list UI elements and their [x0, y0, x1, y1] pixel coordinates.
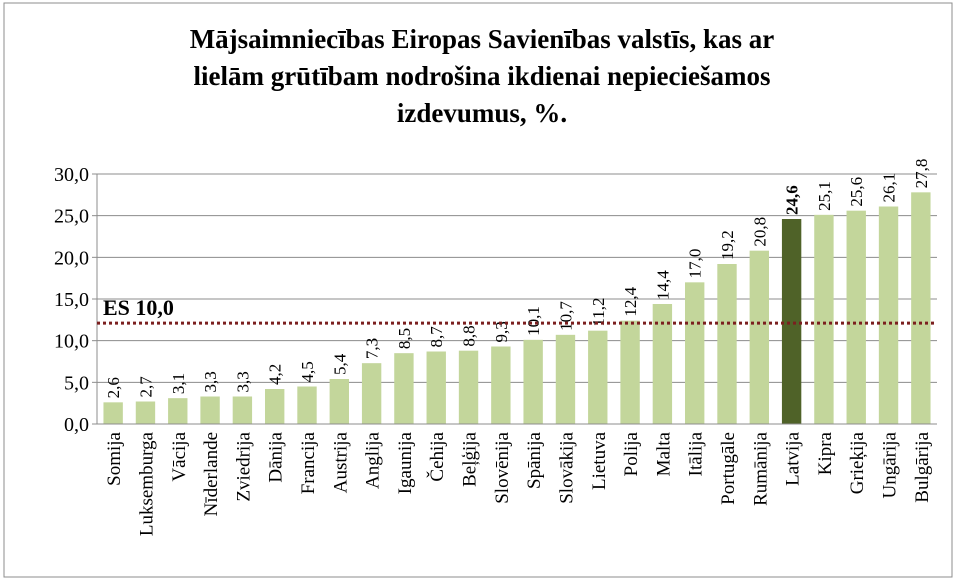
data-label: 11,2	[589, 298, 608, 327]
x-tick-label: Dānija	[266, 431, 287, 482]
data-label: 5,4	[330, 353, 349, 375]
data-label: 25,1	[815, 181, 834, 211]
data-label: 7,3	[363, 338, 382, 359]
data-label: 14,4	[653, 270, 672, 300]
y-tick-label: 20,0	[54, 247, 89, 269]
x-tick-label: Zviedrija	[233, 431, 254, 501]
bar	[523, 339, 543, 424]
bar	[103, 402, 123, 424]
chart-title: lielām grūtībam nodrošina ikdienai nepie…	[193, 61, 770, 91]
bar	[781, 219, 802, 424]
y-tick-label: 0,0	[64, 414, 89, 436]
data-label: 27,8	[912, 159, 931, 189]
bar	[426, 351, 446, 424]
x-tick-label: Latvija	[783, 431, 804, 485]
bar	[232, 396, 253, 424]
x-tick-label: Vācija	[169, 431, 190, 481]
x-tick-label: Rumānija	[750, 431, 771, 505]
x-tick-label: Ungārija	[880, 431, 901, 498]
bar	[329, 379, 349, 424]
bar	[200, 396, 220, 424]
x-tick-label: Lietuva	[589, 431, 610, 490]
x-tick-label: Slovākija	[556, 431, 577, 503]
y-tick-label: 30,0	[54, 164, 89, 186]
data-label: 12,4	[621, 286, 640, 316]
bar	[717, 264, 737, 424]
bar	[297, 386, 317, 424]
x-tick-label: Francija	[298, 431, 319, 494]
x-tick-label: Austrija	[330, 431, 351, 493]
y-tick-label: 15,0	[54, 289, 89, 311]
y-tick-label: 10,0	[54, 331, 89, 353]
data-label: 2,6	[104, 377, 123, 398]
y-tick-label: 25,0	[54, 206, 89, 228]
bar	[491, 346, 511, 424]
annotation: ES 10,0	[103, 295, 174, 320]
data-label: 2,7	[136, 376, 155, 398]
bar	[814, 214, 834, 424]
data-label: 19,2	[718, 230, 737, 260]
bar	[846, 210, 866, 424]
x-tick-label: Nīderlande	[201, 432, 222, 516]
x-tick-label: Čehija	[426, 431, 448, 481]
data-label: 4,5	[298, 361, 317, 382]
x-tick-label: Somija	[104, 431, 125, 485]
data-label: 20,8	[750, 217, 769, 247]
bar	[911, 192, 931, 424]
data-label: 3,1	[169, 373, 188, 394]
x-tick-label: Portugāle	[718, 432, 739, 505]
data-label: 4,2	[266, 364, 285, 385]
x-tick-label: Spānija	[524, 431, 545, 489]
data-label: 26,1	[880, 173, 899, 203]
data-label: 25,6	[847, 177, 866, 207]
data-label: 24,6	[783, 185, 802, 215]
data-label: 3,3	[233, 371, 252, 392]
data-label: 8,5	[395, 328, 414, 349]
bar	[555, 334, 576, 424]
bar	[394, 353, 414, 424]
data-label: 3,3	[201, 371, 220, 392]
x-tick-label: Polija	[621, 431, 642, 476]
y-tick-label: 5,0	[64, 372, 89, 394]
x-tick-label: Itālija	[686, 431, 707, 476]
bar	[749, 250, 769, 424]
bar	[685, 282, 705, 424]
bar	[620, 320, 640, 424]
x-tick-label: Anglija	[363, 431, 384, 489]
x-tick-label: Slovēnija	[492, 431, 513, 503]
x-tick-label: Kipra	[815, 431, 836, 475]
x-tick-label: Luksemburga	[136, 431, 157, 536]
bar	[652, 304, 673, 424]
data-label: 8,8	[460, 325, 479, 346]
bar	[168, 398, 188, 424]
data-label: 10,1	[524, 306, 543, 336]
data-label: 8,7	[427, 326, 446, 348]
bar	[265, 389, 285, 424]
data-label: 17,0	[686, 249, 705, 279]
bar	[588, 330, 608, 424]
x-tick-label: Malta	[653, 431, 674, 476]
chart-border	[3, 2, 953, 578]
data-label: 9,3	[492, 321, 511, 342]
chart-title: Mājsaimniecības Eiropas Savienības valst…	[190, 24, 775, 54]
x-tick-label: Bulgārija	[912, 431, 933, 502]
data-label: 10,7	[556, 301, 575, 331]
chart-title: izdevumus, %.	[397, 98, 567, 128]
bar	[458, 350, 479, 424]
x-tick-label: Igaunija	[395, 431, 416, 494]
x-tick-label: Beļģija	[460, 431, 481, 486]
x-tick-label: Grieķija	[847, 431, 868, 494]
bar	[135, 401, 156, 424]
bar	[878, 206, 899, 424]
bar	[361, 363, 382, 424]
